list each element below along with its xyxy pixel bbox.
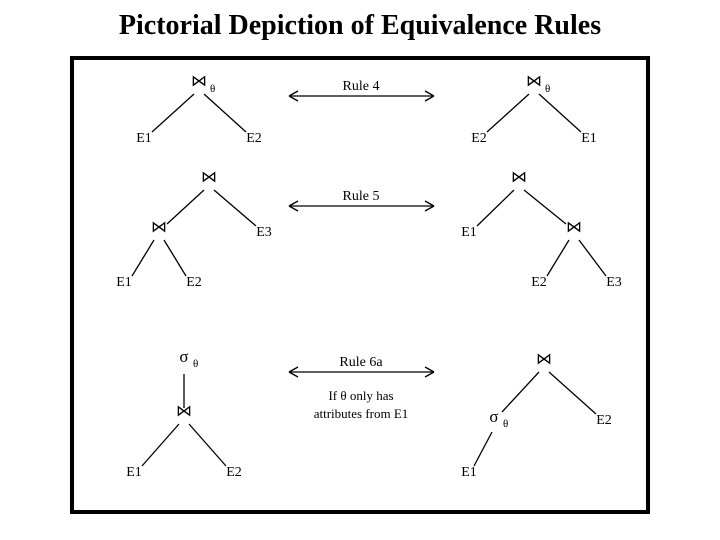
rule-label: Rule 6a: [339, 355, 383, 370]
theta-subscript: θ: [545, 83, 550, 95]
tree-leaf-label: E3: [606, 275, 622, 290]
theta-subscript: θ: [503, 418, 508, 430]
rule-subtext: attributes from E1: [314, 406, 409, 421]
tree-leaf-label: E1: [136, 131, 152, 146]
join-icon: ⋈: [176, 403, 192, 420]
diagram-svg: Rule 4⋈θE1E2⋈θE2E1Rule 5⋈⋈E1E2E3⋈⋈E1E2E3…: [74, 60, 646, 510]
tree-leaf-label: E2: [471, 131, 487, 146]
rule-subtext: If θ only has: [328, 388, 393, 403]
theta-subscript: θ: [210, 83, 215, 95]
join-icon: ⋈: [536, 351, 552, 368]
rule-label: Rule 4: [343, 79, 380, 94]
join-icon: ⋈: [511, 169, 527, 186]
join-icon: ⋈: [201, 169, 217, 186]
tree-leaf-label: E1: [126, 465, 142, 480]
page-title: Pictorial Depiction of Equivalence Rules: [0, 0, 720, 48]
join-icon: ⋈: [151, 219, 167, 236]
join-icon: ⋈: [566, 219, 582, 236]
diagram-frame: Rule 4⋈θE1E2⋈θE2E1Rule 5⋈⋈E1E2E3⋈⋈E1E2E3…: [70, 56, 650, 514]
tree-leaf-label: E1: [581, 131, 597, 146]
tree-leaf-label: E2: [531, 275, 547, 290]
tree-leaf-label: E2: [186, 275, 202, 290]
tree-leaf-label: E1: [116, 275, 132, 290]
tree-leaf-label: E2: [226, 465, 242, 480]
join-icon: ⋈: [191, 73, 207, 90]
tree-leaf-label: E3: [256, 225, 272, 240]
sigma-icon: σ: [489, 407, 498, 426]
rule-label: Rule 5: [343, 189, 380, 204]
tree-leaf-label: E2: [596, 413, 612, 428]
tree-leaf-label: E2: [246, 131, 262, 146]
sigma-icon: σ: [179, 347, 188, 366]
tree-leaf-label: E1: [461, 465, 477, 480]
theta-subscript: θ: [193, 358, 198, 370]
join-icon: ⋈: [526, 73, 542, 90]
tree-leaf-label: E1: [461, 225, 477, 240]
